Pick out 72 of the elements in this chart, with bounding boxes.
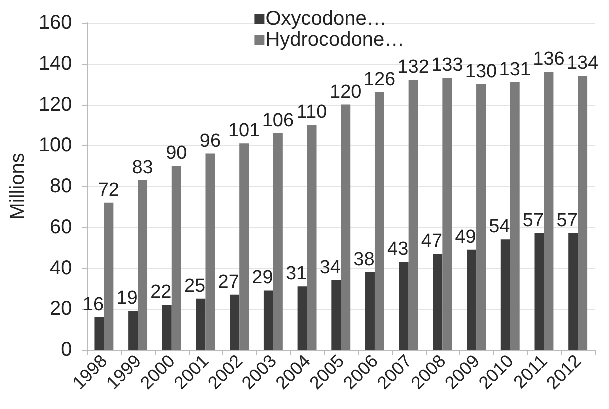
bar: [500, 240, 510, 350]
data-label: 25: [184, 276, 206, 297]
y-tick-label: 80: [50, 176, 72, 198]
bar: [408, 80, 418, 350]
bar: [273, 133, 283, 350]
data-label: 19: [116, 288, 138, 310]
bar: [341, 104, 351, 350]
bar: [162, 305, 172, 350]
data-label: 134: [566, 53, 600, 74]
legend-label: Hydrocodone…: [266, 29, 405, 51]
bar: [332, 280, 342, 350]
data-label: 110: [296, 102, 328, 124]
legend-label: Oxycodone…: [266, 8, 387, 30]
bar: [264, 290, 274, 350]
data-label: 57: [522, 210, 544, 232]
bar: [510, 82, 520, 350]
bar: [172, 166, 182, 350]
data-label: 57: [556, 210, 578, 232]
data-label: 22: [150, 282, 172, 304]
data-label: 132: [398, 57, 430, 78]
data-label: 47: [421, 230, 443, 252]
y-tick-label: 20: [50, 298, 72, 320]
y-axis-title: Millions: [7, 153, 29, 220]
data-label: 126: [364, 69, 396, 90]
bar: [206, 154, 216, 350]
bar: [433, 254, 443, 350]
data-label: 34: [320, 258, 342, 279]
data-label: 49: [455, 226, 476, 248]
data-label: 43: [388, 239, 409, 260]
data-label: 133: [432, 55, 464, 76]
data-label: 27: [218, 272, 240, 293]
data-label: 31: [286, 264, 308, 285]
y-tick-label: 140: [38, 52, 72, 75]
bar: [307, 125, 317, 350]
data-label: 131: [499, 59, 531, 80]
data-label: 16: [82, 294, 104, 316]
y-tick-label: 40: [50, 257, 72, 280]
y-tick-label: 160: [38, 12, 72, 34]
bar: [467, 250, 477, 350]
y-tick-label: 100: [38, 134, 72, 157]
data-label: 101: [228, 120, 260, 142]
data-label: 136: [533, 49, 565, 70]
bar: [138, 180, 148, 350]
data-label: 54: [489, 216, 511, 238]
data-label: 130: [465, 61, 498, 82]
bar: [476, 84, 486, 350]
bar: [298, 286, 308, 350]
bar: [374, 92, 384, 350]
bar: [366, 272, 375, 350]
y-tick-label: 120: [38, 94, 72, 116]
bar: [104, 202, 114, 350]
bar: [399, 262, 409, 350]
bar: [240, 144, 250, 350]
bar: [94, 317, 104, 350]
data-label: 38: [354, 249, 375, 270]
bar: [442, 78, 452, 350]
bar: [230, 294, 240, 350]
data-label: 120: [330, 82, 362, 103]
bar: [534, 234, 544, 350]
data-label: 29: [252, 268, 274, 289]
bar: [578, 76, 588, 350]
y-tick-label: 60: [50, 216, 72, 238]
data-label: 72: [98, 180, 120, 201]
data-label: 96: [200, 130, 222, 152]
data-label: 90: [166, 143, 188, 164]
bar: [544, 72, 554, 350]
bar: [568, 234, 578, 350]
data-label: 83: [132, 157, 154, 178]
data-label: 106: [262, 110, 294, 132]
y-tick-label: 0: [61, 339, 72, 361]
bar: [196, 298, 206, 350]
bar: [128, 311, 138, 350]
